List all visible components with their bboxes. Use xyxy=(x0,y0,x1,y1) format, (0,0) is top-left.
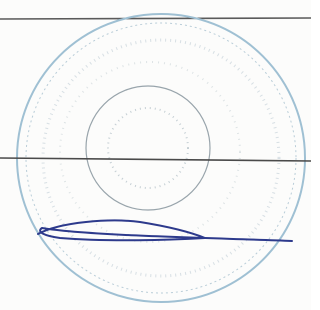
ruled-line xyxy=(0,18,311,19)
scan xyxy=(0,0,311,310)
paper xyxy=(0,0,311,310)
page xyxy=(0,0,320,310)
